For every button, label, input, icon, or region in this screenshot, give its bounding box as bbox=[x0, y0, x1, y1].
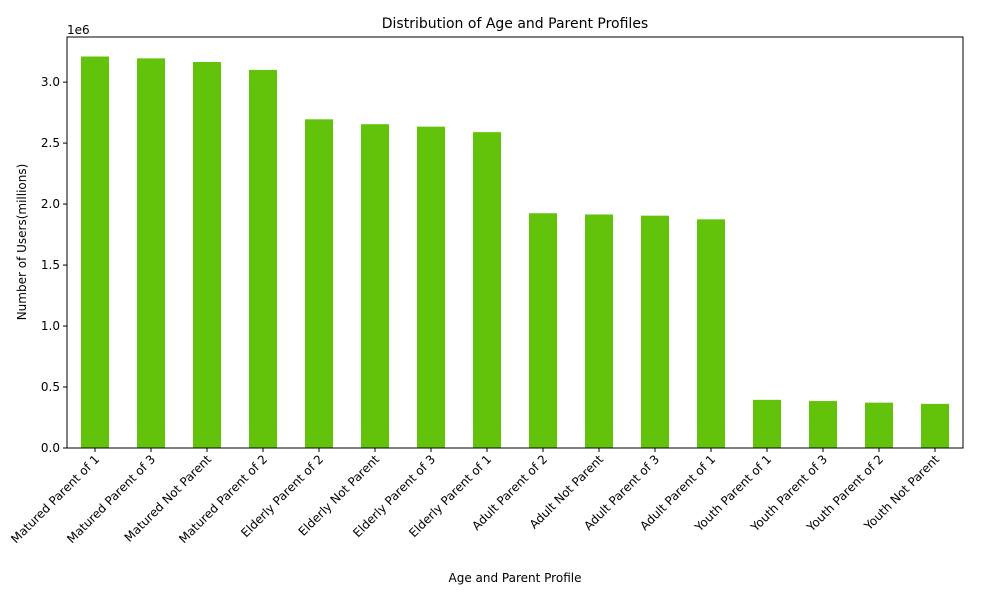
bar-matured-not-parent bbox=[193, 62, 221, 448]
y-axis-label: Number of Users(millions) bbox=[15, 164, 29, 321]
bar-youth-not-parent bbox=[921, 403, 949, 448]
bars-group bbox=[81, 56, 949, 449]
bar-elderly-not-parent bbox=[361, 124, 389, 448]
y-tick-label: 1.0 bbox=[41, 319, 60, 333]
bar-adult-parent-of-2 bbox=[529, 213, 557, 448]
y-axis-ticks: 0.0 0.5 1.0 1.5 2.0 2.5 3.0 bbox=[41, 75, 67, 455]
bar-youth-parent-of-3 bbox=[809, 401, 837, 448]
y-tick-label: 0.5 bbox=[41, 380, 60, 394]
y-tick-label: 0.0 bbox=[41, 441, 60, 455]
bar-matured-parent-of-2 bbox=[249, 69, 277, 449]
bar-elderly-parent-of-1 bbox=[473, 132, 501, 448]
x-axis-label: Age and Parent Profile bbox=[449, 571, 582, 585]
chart-title: Distribution of Age and Parent Profiles bbox=[382, 16, 648, 32]
bar-adult-not-parent bbox=[585, 214, 613, 448]
y-axis-scale-label: 1e6 bbox=[67, 23, 90, 37]
bar-adult-parent-of-1 bbox=[697, 219, 725, 448]
bar-adult-parent-of-3 bbox=[641, 215, 669, 448]
bar-youth-parent-of-1 bbox=[753, 399, 781, 448]
bar-elderly-parent-of-2 bbox=[305, 119, 333, 448]
bar-youth-parent-of-2 bbox=[865, 402, 893, 448]
bar-elderly-parent-of-3 bbox=[417, 126, 445, 448]
plot-frame bbox=[66, 36, 964, 449]
y-tick-label: 2.5 bbox=[41, 136, 60, 150]
y-tick-label: 2.0 bbox=[41, 197, 60, 211]
y-tick-label: 1.5 bbox=[41, 258, 60, 272]
y-tick-label: 3.0 bbox=[41, 75, 60, 89]
bar-matured-parent-of-3 bbox=[137, 58, 165, 449]
bar-matured-parent-of-1 bbox=[81, 56, 109, 448]
